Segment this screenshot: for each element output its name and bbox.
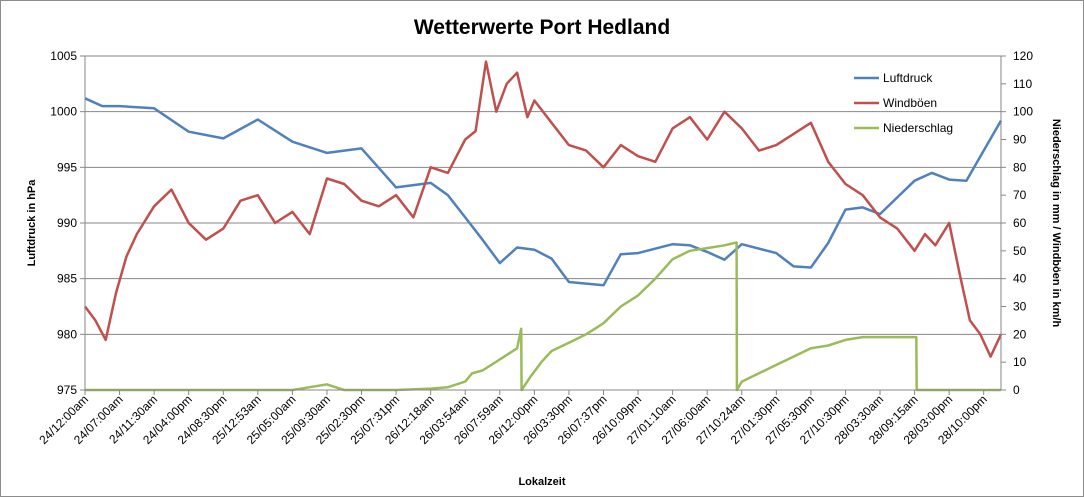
chart-title: Wetterwerte Port Hedland xyxy=(414,16,670,39)
right-tick-label: 10 xyxy=(1013,355,1027,369)
left-tick-label: 1000 xyxy=(50,105,77,119)
series-lines xyxy=(83,60,1003,392)
gridlines xyxy=(85,55,1001,391)
right-tick-label: 70 xyxy=(1013,188,1027,202)
left-tick-label: 1005 xyxy=(50,49,77,63)
right-tick-label: 50 xyxy=(1013,244,1027,258)
left-tick-label: 995 xyxy=(57,160,77,174)
right-tick-label: 120 xyxy=(1013,49,1033,63)
x-axis-ticks: 24/12:00am24/07:00am24/11:30am24/04:00pm… xyxy=(36,390,990,447)
right-tick-label: 100 xyxy=(1013,105,1033,119)
right-tick-label: 90 xyxy=(1013,133,1027,147)
legend-entry-label: Windböen xyxy=(883,96,937,110)
left-axis-ticks: 975 980 985 990 995 1000 1005 xyxy=(50,49,85,397)
y-axis-right-label: Niederschlag in mm / Windböen in km/h xyxy=(1050,119,1062,328)
legend-entry-label: Niederschlag xyxy=(883,121,953,135)
right-axis-ticks: 0 10 20 30 40 50 60 70 80 90 100 110 120 xyxy=(1001,49,1033,397)
right-tick-label: 60 xyxy=(1013,216,1027,230)
left-tick-label: 990 xyxy=(57,216,77,230)
series-line-niederschlag xyxy=(85,241,1001,392)
y-axis-left-label: Luftdruck in hPa xyxy=(26,179,38,267)
legend-entry-label: Luftdruck xyxy=(883,71,933,85)
right-tick-label: 30 xyxy=(1013,300,1027,314)
right-tick-label: 80 xyxy=(1013,160,1027,174)
left-tick-label: 985 xyxy=(57,272,77,286)
right-tick-label: 110 xyxy=(1013,77,1032,91)
right-tick-label: 40 xyxy=(1013,272,1027,286)
right-tick-label: 20 xyxy=(1013,327,1027,341)
series-line-luftdruck xyxy=(84,97,1003,287)
left-tick-label: 980 xyxy=(57,327,77,341)
series-line-windböen xyxy=(83,60,1003,358)
x-axis-label: Lokalzeit xyxy=(518,476,565,488)
right-tick-label: 0 xyxy=(1013,383,1020,397)
legend: Luftdruck Windböen Niederschlag xyxy=(854,71,953,135)
left-tick-label: 975 xyxy=(57,383,77,397)
